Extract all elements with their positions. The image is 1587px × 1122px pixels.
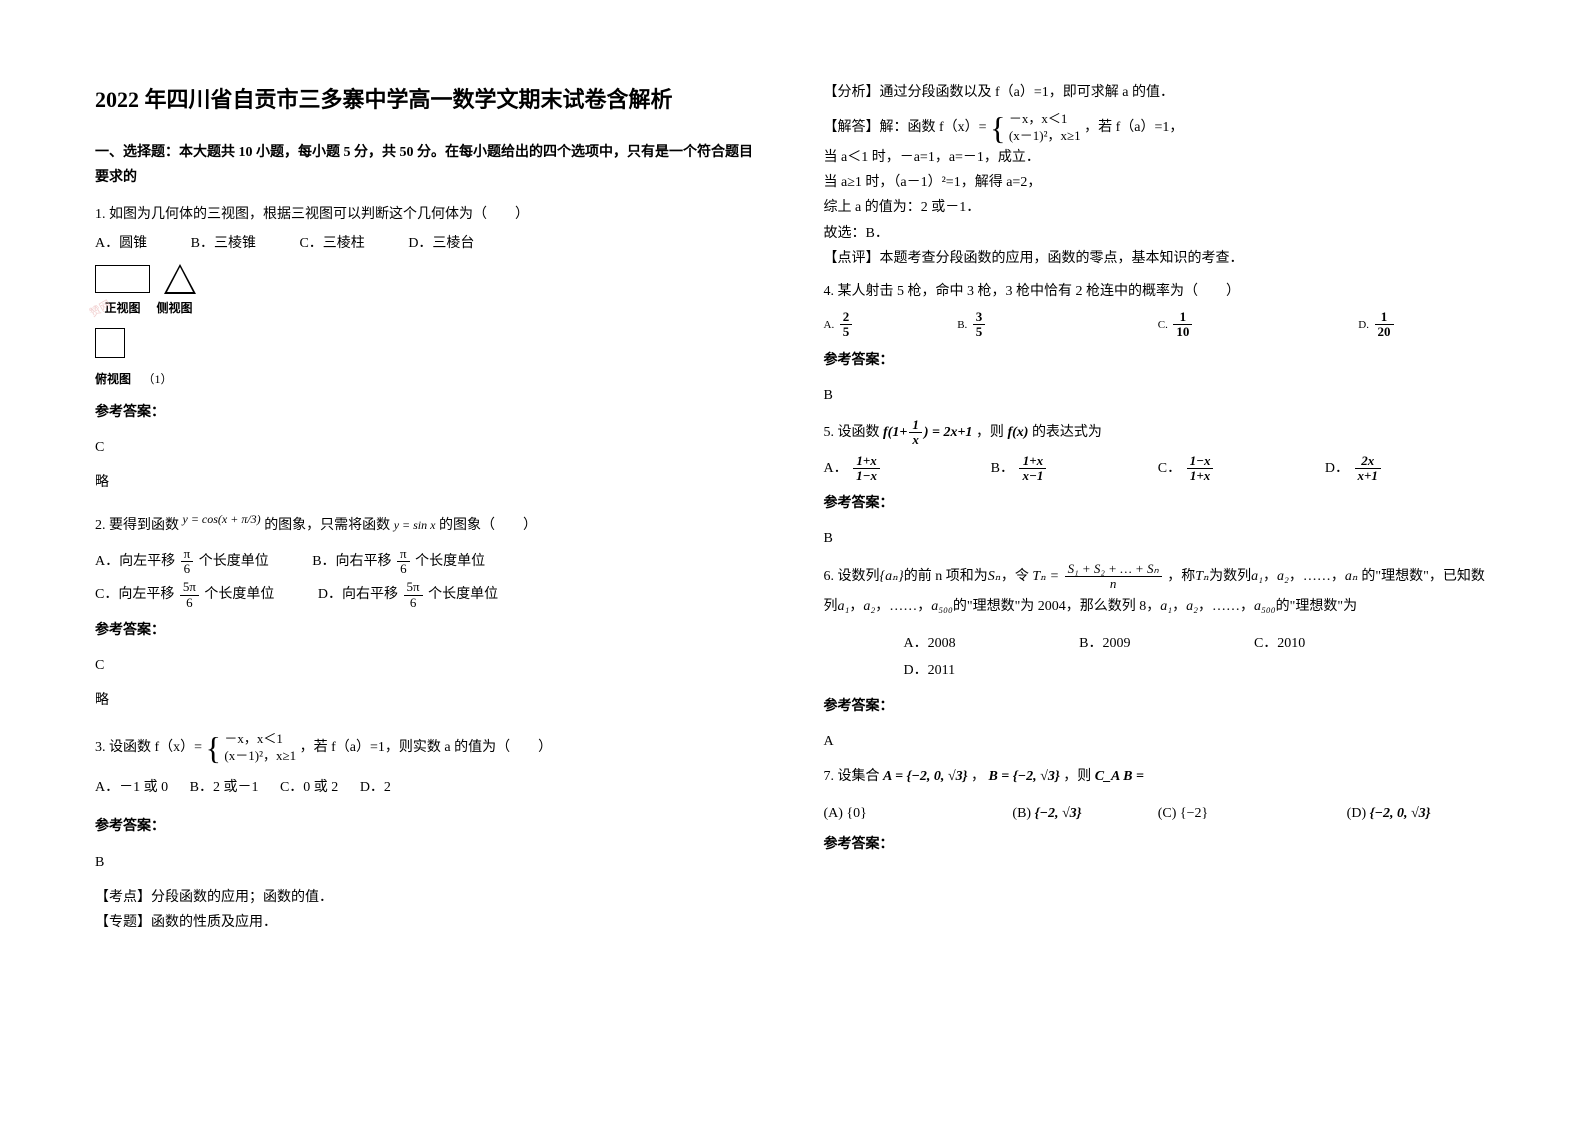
q2-opt-c: C．向左平移 5π6 个长度单位	[95, 580, 274, 610]
question-4: 4. 某人射击 5 枪，命中 3 枪，3 枪中恰有 2 枪连中的概率为（ ） A…	[824, 279, 1493, 408]
q2-note: 略	[95, 688, 764, 713]
q4-opt-b: B. 35	[957, 310, 1158, 340]
q1-three-view-diagram: 正视图 侧视图 俯视图 （1）	[95, 264, 764, 392]
q1-answer-label: 参考答案：	[95, 400, 764, 425]
q7-opt-b: (B) {−2, √3}	[1012, 801, 1157, 826]
question-2: 2. 要得到函数 y = cos(x + π/3) 的图象，只需将函数 y = …	[95, 513, 764, 713]
q7-expr: C_A B =	[1095, 769, 1144, 784]
fig-number: （1）	[143, 372, 173, 386]
q6-answer: A	[824, 729, 1493, 754]
q3-opt-d: D．2	[360, 775, 391, 800]
q6-options: A．2008 B．2009 C．2010 D．2011	[904, 631, 1493, 683]
q5-options: A． 1+x1−x B． 1+xx−1 C． 1−x1+x D． 2xx+1	[824, 454, 1493, 484]
q5-opt-a: A． 1+x1−x	[824, 454, 991, 484]
q6-opt-d: D．2011	[904, 658, 956, 683]
question-3: 3. 设函数 f（x）= { －x，x＜1 (x－1)²，x≥1 ，若 f（a）…	[95, 731, 764, 935]
q3-answer: B	[95, 850, 764, 875]
q5-opt-d: D． 2xx+1	[1325, 454, 1492, 484]
piecewise-function-repeat: { －x，x＜1 (x－1)²，x≥1	[990, 111, 1081, 145]
q3-options: A．－1 或 0 B．2 或－1 C．0 或 2 D．2	[95, 775, 764, 800]
q2-stem: 2. 要得到函数 y = cos(x + π/3) 的图象，只需将函数 y = …	[95, 513, 764, 538]
q3-topic: 【考点】分段函数的应用；函数的值．	[95, 885, 764, 910]
piecewise-function: { －x，x＜1 (x－1)²，x≥1	[206, 731, 297, 765]
q7-set-B: B = {−2, √3}	[988, 769, 1059, 784]
q5-answer: B	[824, 526, 1493, 551]
section-1-heading: 一、选择题：本大题共 10 小题，每小题 5 分，共 50 分。在每小题给出的四…	[95, 140, 764, 190]
q4-opt-d: D. 120	[1358, 310, 1492, 340]
right-column: 【分析】通过分段函数以及 f（a）=1，即可求解 a 的值． 【解答】解：函数 …	[824, 80, 1493, 1082]
q1-opt-c: C．三棱柱	[299, 231, 364, 256]
q5-lhs: f(1+1x) = 2x+1	[883, 425, 976, 440]
question-7: 7. 设集合 A = {−2, 0, √3} ， B = {−2, √3} ，则…	[824, 764, 1493, 858]
q7-set-A: A = {−2, 0, √3}	[883, 769, 967, 784]
q2-opt-a: A．向左平移 π6 个长度单位	[95, 547, 269, 577]
q7-answer-label: 参考答案：	[824, 832, 1493, 857]
q5-answer-label: 参考答案：	[824, 491, 1493, 516]
q3-analysis: 【分析】通过分段函数以及 f（a）=1，即可求解 a 的值．	[824, 80, 1493, 105]
q6-opt-b: B．2009	[1079, 631, 1130, 656]
q3-sol-l4: 当 a≥1 时，（a－1）²=1，解得 a=2，	[824, 170, 1493, 195]
q5-stem: 5. 设函数 f(1+1x) = 2x+1 ，则 f(x) 的表达式为	[824, 418, 1493, 448]
q3-subject: 【专题】函数的性质及应用．	[95, 910, 764, 935]
q5-rhs: f(x)	[1007, 425, 1028, 440]
q1-opt-b: B．三棱锥	[191, 231, 256, 256]
q6-opt-a: A．2008	[904, 631, 956, 656]
q1-answer: C	[95, 435, 764, 460]
q3-sol-l3: 当 a＜1 时，－a=1，a=－1，成立．	[824, 145, 1493, 170]
q4-answer-label: 参考答案：	[824, 348, 1493, 373]
q3-solution-line: 【解答】解：函数 f（x）= { －x，x＜1 (x－1)²，x≥1 ，若 f（…	[824, 111, 1493, 145]
q1-options: A．圆锥 B．三棱锥 C．三棱柱 D．三棱台	[95, 231, 764, 256]
question-5: 5. 设函数 f(1+1x) = 2x+1 ，则 f(x) 的表达式为 A． 1…	[824, 418, 1493, 552]
q7-opt-c: (C) {−2}	[1158, 801, 1347, 826]
paper-title: 2022 年四川省自贡市三多寨中学高一数学文期末试卷含解析	[95, 80, 764, 120]
q2-math-sin: y = sin x	[394, 518, 436, 532]
side-view-label: 侧视图	[154, 298, 196, 320]
q2-answer-label: 参考答案：	[95, 618, 764, 643]
q7-options: (A) {0} (B) {−2, √3} (C) {−2} (D) {−2, 0…	[824, 801, 1493, 826]
q6-opt-c: C．2010	[1254, 631, 1305, 656]
q6-stem: 6. 设数列{aₙ}的前 n 项和为Sₙ，令 Tₙ = S₁ + S₂ + … …	[824, 562, 1493, 624]
q3-opt-c: C．0 或 2	[280, 775, 338, 800]
q2-options-row1: A．向左平移 π6 个长度单位 B．向右平移 π6 个长度单位	[95, 547, 764, 577]
q3-stem: 3. 设函数 f（x）= { －x，x＜1 (x－1)²，x≥1 ，若 f（a）…	[95, 731, 764, 765]
top-view-rect	[95, 328, 125, 358]
q1-note: 略	[95, 470, 764, 495]
q3-sol-l5: 综上 a 的值为：2 或－1．	[824, 195, 1493, 220]
q4-options: A. 25 B. 35 C. 110 D. 120	[824, 310, 1493, 340]
q3-comment: 【点评】本题考查分段函数的应用，函数的零点，基本知识的考查．	[824, 246, 1493, 271]
q3-sol-l6: 故选：B．	[824, 221, 1493, 246]
q5-opt-c: C． 1−x1+x	[1158, 454, 1325, 484]
q2-answer: C	[95, 653, 764, 678]
q1-opt-a: A．圆锥	[95, 231, 147, 256]
top-view-label: 俯视图	[95, 372, 131, 386]
q4-opt-a: A. 25	[824, 310, 958, 340]
q5-opt-b: B． 1+xx−1	[991, 454, 1158, 484]
q7-opt-d: (D) {−2, 0, √3}	[1347, 801, 1492, 826]
q2-math-cos: y = cos(x + π/3)	[183, 512, 261, 526]
q7-opt-a: (A) {0}	[824, 801, 1013, 826]
q1-stem: 1. 如图为几何体的三视图，根据三视图可以判断这个几何体为（ ）	[95, 202, 764, 227]
q4-opt-c: C. 110	[1158, 310, 1359, 340]
left-column: 2022 年四川省自贡市三多寨中学高一数学文期末试卷含解析 一、选择题：本大题共…	[95, 80, 764, 1082]
question-1: 1. 如图为几何体的三视图，根据三视图可以判断这个几何体为（ ） A．圆锥 B．…	[95, 202, 764, 496]
front-view-rect	[95, 265, 150, 293]
q2-opt-b: B．向右平移 π6 个长度单位	[312, 547, 485, 577]
q3-opt-a: A．－1 或 0	[95, 775, 168, 800]
q4-stem: 4. 某人射击 5 枪，命中 3 枪，3 枪中恰有 2 枪连中的概率为（ ）	[824, 279, 1493, 304]
q3-opt-b: B．2 或－1	[190, 775, 259, 800]
q4-answer: B	[824, 383, 1493, 408]
q6-answer-label: 参考答案：	[824, 694, 1493, 719]
q2-options-row2: C．向左平移 5π6 个长度单位 D．向右平移 5π6 个长度单位	[95, 580, 764, 610]
q1-opt-d: D．三棱台	[408, 231, 474, 256]
question-6: 6. 设数列{aₙ}的前 n 项和为Sₙ，令 Tₙ = S₁ + S₂ + … …	[824, 562, 1493, 754]
side-view-triangle	[164, 264, 196, 294]
q3-answer-label: 参考答案：	[95, 814, 764, 839]
q7-stem: 7. 设集合 A = {−2, 0, √3} ， B = {−2, √3} ，则…	[824, 764, 1493, 789]
q2-opt-d: D．向右平移 5π6 个长度单位	[318, 580, 498, 610]
